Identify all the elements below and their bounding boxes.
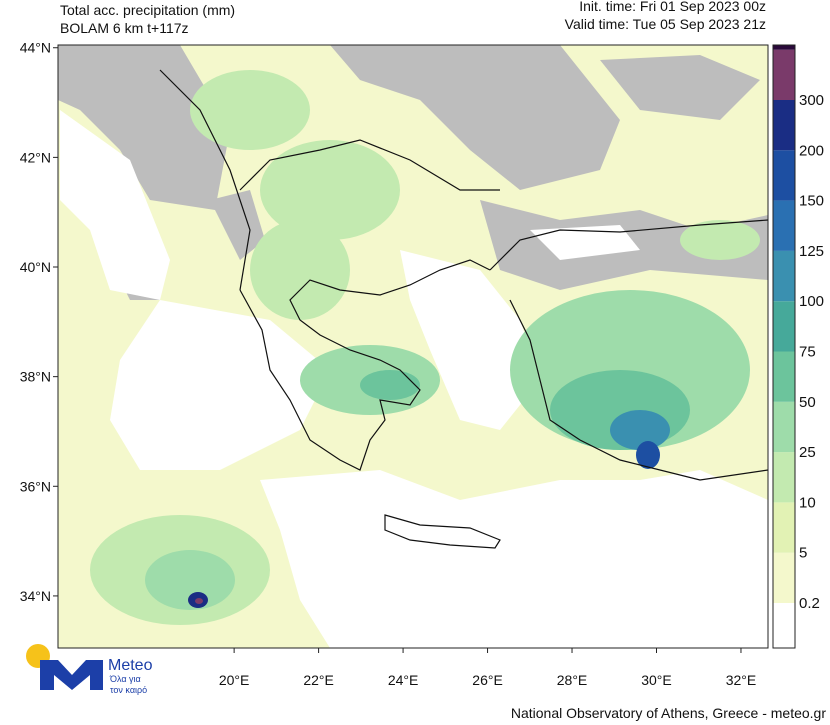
colorbar-label: 300 <box>799 92 824 109</box>
dry-sea <box>60 110 768 648</box>
colorbar-segment <box>773 200 795 251</box>
colorbar: 0.2 5 10 25 50 75 100 125 150 200 300 <box>772 44 824 649</box>
colorbar-segment <box>773 150 795 201</box>
title: Total acc. precipitation (mm) <box>60 2 235 18</box>
colorbar-label: 5 <box>799 545 807 562</box>
x-tick-label: 24°E <box>388 672 419 688</box>
map-area <box>58 45 768 648</box>
x-tick-label: 22°E <box>303 672 334 688</box>
x-tick-label: 32°E <box>726 672 757 688</box>
colorbar-label: 25 <box>799 444 816 461</box>
colorbar-label: 125 <box>799 243 824 260</box>
colorbar-label: 10 <box>799 494 816 511</box>
colorbar-segment <box>773 301 795 352</box>
y-tick-label: 34°N <box>20 588 51 604</box>
colorbar-segment <box>773 351 795 402</box>
colorbar-segment <box>773 250 795 302</box>
colorbar-segment <box>773 100 795 151</box>
colorbar-segment <box>773 45 795 50</box>
init-time: Init. time: Fri 01 Sep 2023 00z <box>579 0 766 14</box>
colorbar-label: 200 <box>799 142 824 159</box>
colorbar-segment <box>773 552 795 603</box>
logo-tagline: τον καιρό <box>110 685 147 695</box>
colorbar-label: 0.2 <box>799 595 820 612</box>
ticks: 20°E 22°E 24°E 26°E 28°E 30°E 32°E 34°N 36°N 38°N… <box>20 40 757 688</box>
y-tick-label: 38°N <box>20 369 51 385</box>
footer: National Observatory of Athens, Greece -… <box>511 705 826 721</box>
logo-mark <box>40 660 103 690</box>
logo-name: Meteo <box>108 657 153 674</box>
coastline <box>159 69 768 549</box>
valid-time: Valid time: Tue 05 Sep 2023 21z <box>565 16 766 32</box>
colorbar-segment <box>773 502 795 553</box>
colorbar-segment <box>773 603 795 648</box>
colorbar-label: 75 <box>799 344 816 361</box>
colorbar-label: 100 <box>799 293 824 310</box>
colorbar-label: 50 <box>799 394 816 411</box>
x-tick-label: 30°E <box>641 672 672 688</box>
colorbar-label: 150 <box>799 193 824 210</box>
colorbar-segment <box>773 452 795 503</box>
logo-tagline: Όλα για <box>109 674 141 684</box>
model-label: BOLAM 6 km t+117z <box>60 20 189 36</box>
y-tick-label: 42°N <box>20 149 51 165</box>
y-tick-label: 44°N <box>20 40 51 56</box>
y-tick-label: 40°N <box>20 259 51 275</box>
map-frame <box>57 44 769 649</box>
x-tick-label: 20°E <box>219 672 250 688</box>
colorbar-segment <box>773 401 795 453</box>
colorbar-segment <box>773 49 795 100</box>
precip-blobs <box>90 70 760 625</box>
y-tick-label: 36°N <box>20 478 51 494</box>
x-tick-label: 28°E <box>557 672 588 688</box>
x-tick-label: 26°E <box>472 672 503 688</box>
colorbar-frame <box>772 44 796 649</box>
